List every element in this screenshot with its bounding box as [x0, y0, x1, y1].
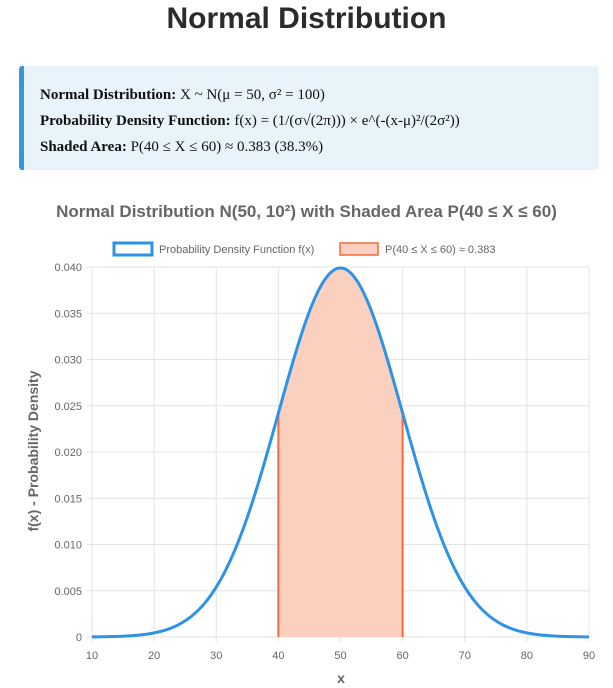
x-tick-label: 80 — [521, 650, 533, 662]
x-tick-label: 40 — [272, 650, 284, 662]
x-tick-label: 90 — [583, 650, 595, 662]
x-axis-title: x — [337, 670, 345, 686]
legend-swatch-pdf[interactable] — [112, 241, 154, 257]
pdf-value: f(x) = (1/(σ√(2π))) × e^(-(x-μ)²/(2σ²)) — [234, 113, 460, 129]
y-tick-label: 0 — [76, 632, 82, 644]
y-tick-label: 0.010 — [54, 540, 82, 552]
page-title: Normal Distribution — [166, 2, 447, 35]
pdf-curve — [91, 266, 590, 639]
y-tick-label: 0.005 — [54, 586, 82, 598]
distribution-label: Normal Distribution: — [40, 87, 177, 103]
x-tick-label: 30 — [210, 650, 222, 662]
chart-title: Normal Distribution N(50, 10²) with Shad… — [56, 202, 557, 221]
x-tick-label: 60 — [397, 650, 409, 662]
y-tick-label: 0.035 — [54, 308, 82, 320]
y-tick-label: 0.040 — [54, 262, 82, 274]
distribution-info-box: Normal Distribution: X ~ N(μ = 50, σ² = … — [19, 66, 599, 170]
y-axis-title: f(x) - Probability Density — [25, 370, 41, 531]
shaded-area-value: P(40 ≤ X ≤ 60) ≈ 0.383 (38.3%) — [130, 139, 324, 155]
shaded-area-line: Shaded Area: P(40 ≤ X ≤ 60) ≈ 0.383 (38.… — [40, 136, 599, 162]
legend[interactable]: Probability Density Function f(x) P(40 ≤ … — [112, 241, 495, 257]
distribution-line: Normal Distribution: X ~ N(μ = 50, σ² = … — [40, 84, 599, 110]
x-tick-label: 70 — [459, 650, 471, 662]
pdf-label: Probability Density Function: — [40, 113, 231, 129]
shaded-area-layer — [277, 266, 404, 638]
y-tick-label: 0.030 — [54, 355, 82, 367]
y-tick-label: 0.015 — [54, 493, 82, 505]
legend-swatch-area[interactable] — [339, 242, 379, 256]
y-tick-label: 0.020 — [54, 447, 82, 459]
x-tick-label: 20 — [148, 650, 160, 662]
pdf-line-layer — [91, 266, 590, 639]
shaded-area-fill — [278, 267, 403, 637]
legend-label-area[interactable]: P(40 ≤ X ≤ 60) ≈ 0.383 — [385, 244, 495, 256]
x-tick-label: 50 — [334, 650, 346, 662]
legend-label-pdf[interactable]: Probability Density Function f(x) — [159, 244, 314, 256]
distribution-value: X ~ N(μ = 50, σ² = 100) — [180, 87, 325, 103]
shaded-area-label: Shaded Area: — [40, 139, 127, 155]
pdf-line: Probability Density Function: f(x) = (1/… — [40, 110, 599, 136]
tick-labels: 10 20 30 40 50 60 70 80 90 0 0.005 0.010 0.015 0.020 0… — [54, 262, 595, 662]
y-tick-label: 0.025 — [54, 401, 82, 413]
x-tick-label: 10 — [86, 650, 98, 662]
